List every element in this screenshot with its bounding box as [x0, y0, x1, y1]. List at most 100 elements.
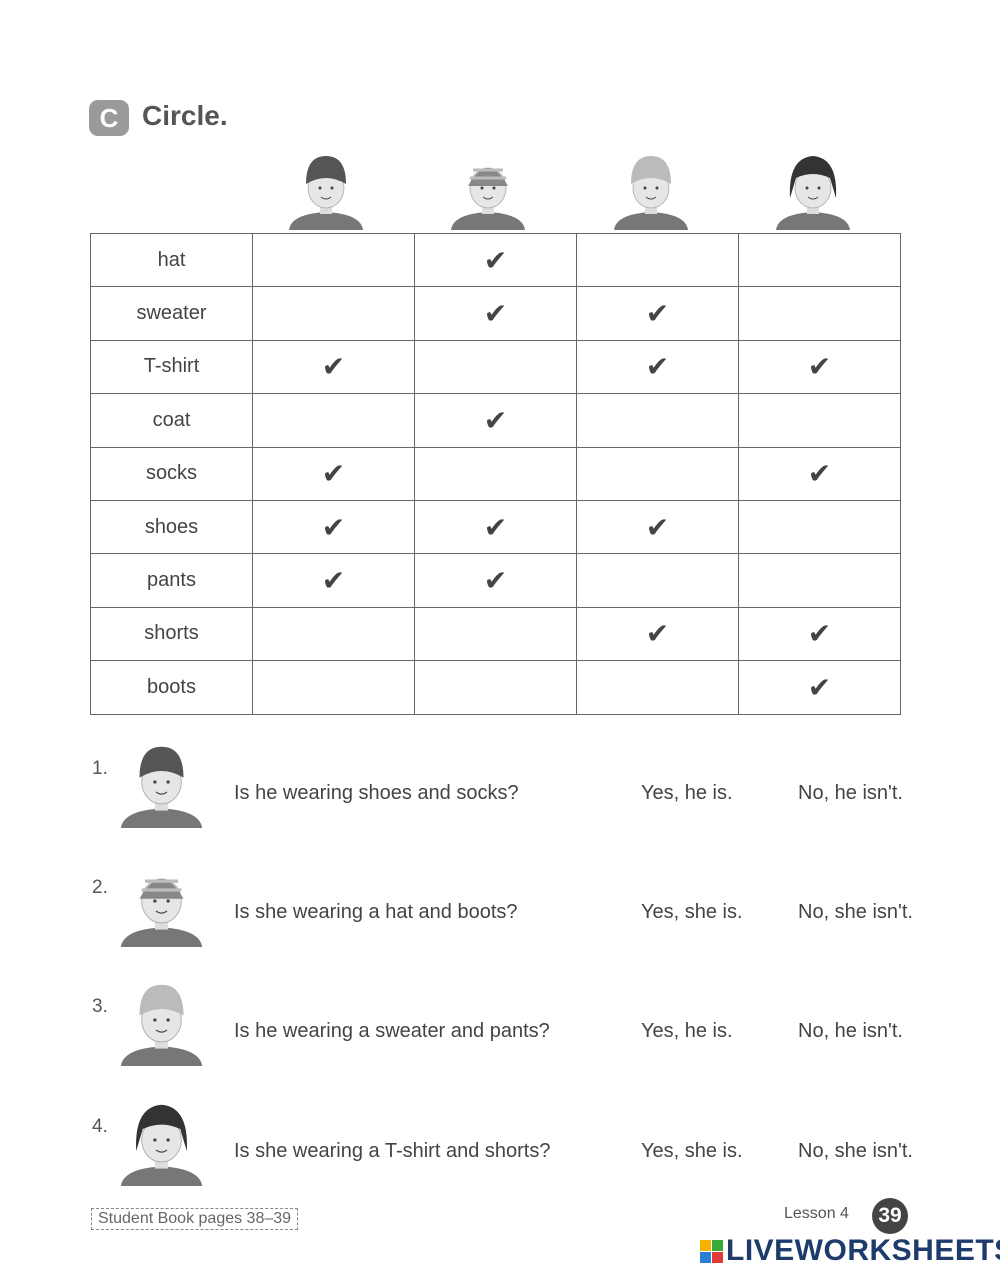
- check-cell: ✔: [738, 446, 901, 501]
- check-cell: ✔: [414, 553, 577, 608]
- check-cell: ✔: [576, 606, 739, 662]
- check-cell: ✔: [414, 499, 577, 555]
- check-cell: [252, 286, 415, 341]
- answer-no[interactable]: No, he isn't.: [798, 782, 903, 804]
- lesson-label: Lesson 4: [784, 1205, 849, 1222]
- check-cell: [576, 446, 739, 501]
- page-number: 39: [872, 1198, 908, 1234]
- check-mark-icon: ✔: [645, 298, 670, 330]
- question-number: 2.: [92, 877, 108, 898]
- question-face-4: [112, 1096, 211, 1191]
- check-mark-icon: ✔: [807, 618, 832, 650]
- logo-text: LIVEWORKSHEETS: [726, 1234, 1000, 1267]
- table-row: sweater ✔ ✔: [90, 286, 901, 341]
- question-face-2: [112, 857, 211, 952]
- check-cell: ✔: [738, 339, 901, 395]
- character-face-3: [606, 148, 696, 235]
- character-face-1: [281, 148, 371, 235]
- question-number: 4.: [92, 1116, 108, 1137]
- check-cell: ✔: [414, 232, 577, 288]
- table-row: T-shirt ✔ ✔ ✔: [90, 339, 901, 395]
- answer-yes[interactable]: Yes, she is.: [641, 1140, 743, 1162]
- check-cell: [576, 393, 739, 448]
- clothing-label: shoes: [90, 499, 253, 555]
- check-cell: [576, 232, 739, 288]
- check-cell: [738, 499, 901, 555]
- clothing-table: hat ✔ sweater ✔ ✔ T-shirt ✔ ✔ ✔ coat ✔ socks ✔ ✔ shoes…: [90, 232, 901, 715]
- check-cell: ✔: [738, 606, 901, 662]
- check-mark-icon: ✔: [645, 511, 670, 543]
- check-mark-icon: ✔: [645, 351, 670, 383]
- check-mark-icon: ✔: [483, 298, 508, 330]
- check-cell: [738, 393, 901, 448]
- check-cell: [252, 660, 415, 715]
- table-row: shorts ✔ ✔: [90, 606, 901, 662]
- check-cell: ✔: [576, 286, 739, 341]
- check-mark-icon: ✔: [807, 351, 832, 383]
- check-cell: ✔: [576, 499, 739, 555]
- check-cell: ✔: [252, 553, 415, 608]
- answer-yes[interactable]: Yes, he is.: [641, 1020, 733, 1042]
- check-cell: ✔: [252, 499, 415, 555]
- check-cell: [576, 660, 739, 715]
- answer-no[interactable]: No, she isn't.: [798, 901, 913, 923]
- check-mark-icon: ✔: [483, 404, 508, 436]
- question-face-1: [112, 738, 211, 833]
- check-mark-icon: ✔: [483, 511, 508, 543]
- table-row: boots ✔: [90, 660, 901, 715]
- student-book-reference: Student Book pages 38–39: [91, 1208, 299, 1230]
- clothing-label: hat: [90, 232, 253, 288]
- check-cell: ✔: [252, 446, 415, 501]
- check-cell: ✔: [738, 660, 901, 715]
- answer-no[interactable]: No, she isn't.: [798, 1140, 913, 1162]
- question-number: 3.: [92, 996, 108, 1017]
- check-cell: [414, 339, 577, 395]
- question-face-3: [112, 976, 211, 1071]
- character-face-4: [768, 148, 858, 235]
- check-mark-icon: ✔: [321, 351, 346, 383]
- check-mark-icon: ✔: [807, 458, 832, 490]
- liveworksheets-logo: LIVEWORKSHEETS: [700, 1234, 1000, 1268]
- check-mark-icon: ✔: [483, 244, 508, 276]
- check-cell: ✔: [252, 339, 415, 395]
- check-cell: ✔: [414, 286, 577, 341]
- question-text: Is she wearing a T-shirt and shorts?: [234, 1140, 551, 1162]
- check-cell: ✔: [414, 393, 577, 448]
- check-mark-icon: ✔: [807, 671, 832, 703]
- check-cell: [738, 553, 901, 608]
- check-cell: [414, 446, 577, 501]
- check-mark-icon: ✔: [483, 565, 508, 597]
- check-cell: [252, 393, 415, 448]
- clothing-label: T-shirt: [90, 339, 253, 395]
- check-cell: [414, 660, 577, 715]
- clothing-label: socks: [90, 446, 253, 501]
- character-face-2: [443, 148, 533, 235]
- clothing-label: pants: [90, 553, 253, 608]
- check-cell: ✔: [576, 339, 739, 395]
- question-text: Is he wearing shoes and socks?: [234, 782, 519, 804]
- table-row: hat ✔: [90, 232, 901, 288]
- question-number: 1.: [92, 758, 108, 779]
- answer-yes[interactable]: Yes, she is.: [641, 901, 743, 923]
- clothing-label: boots: [90, 660, 253, 715]
- clothing-label: sweater: [90, 286, 253, 341]
- check-mark-icon: ✔: [321, 511, 346, 543]
- check-mark-icon: ✔: [321, 458, 346, 490]
- table-row: coat ✔: [90, 393, 901, 448]
- question-text: Is she wearing a hat and boots?: [234, 901, 518, 923]
- answer-no[interactable]: No, he isn't.: [798, 1020, 903, 1042]
- check-cell: [576, 553, 739, 608]
- table-row: socks ✔ ✔: [90, 446, 901, 501]
- check-cell: [738, 286, 901, 341]
- section-badge: C: [89, 100, 129, 136]
- clothing-label: coat: [90, 393, 253, 448]
- check-cell: [252, 606, 415, 662]
- check-cell: [738, 232, 901, 288]
- clothing-label: shorts: [90, 606, 253, 662]
- answer-yes[interactable]: Yes, he is.: [641, 782, 733, 804]
- check-mark-icon: ✔: [321, 565, 346, 597]
- check-cell: [252, 232, 415, 288]
- question-text: Is he wearing a sweater and pants?: [234, 1020, 550, 1042]
- table-row: pants ✔ ✔: [90, 553, 901, 608]
- exercise-title: Circle.: [142, 100, 228, 131]
